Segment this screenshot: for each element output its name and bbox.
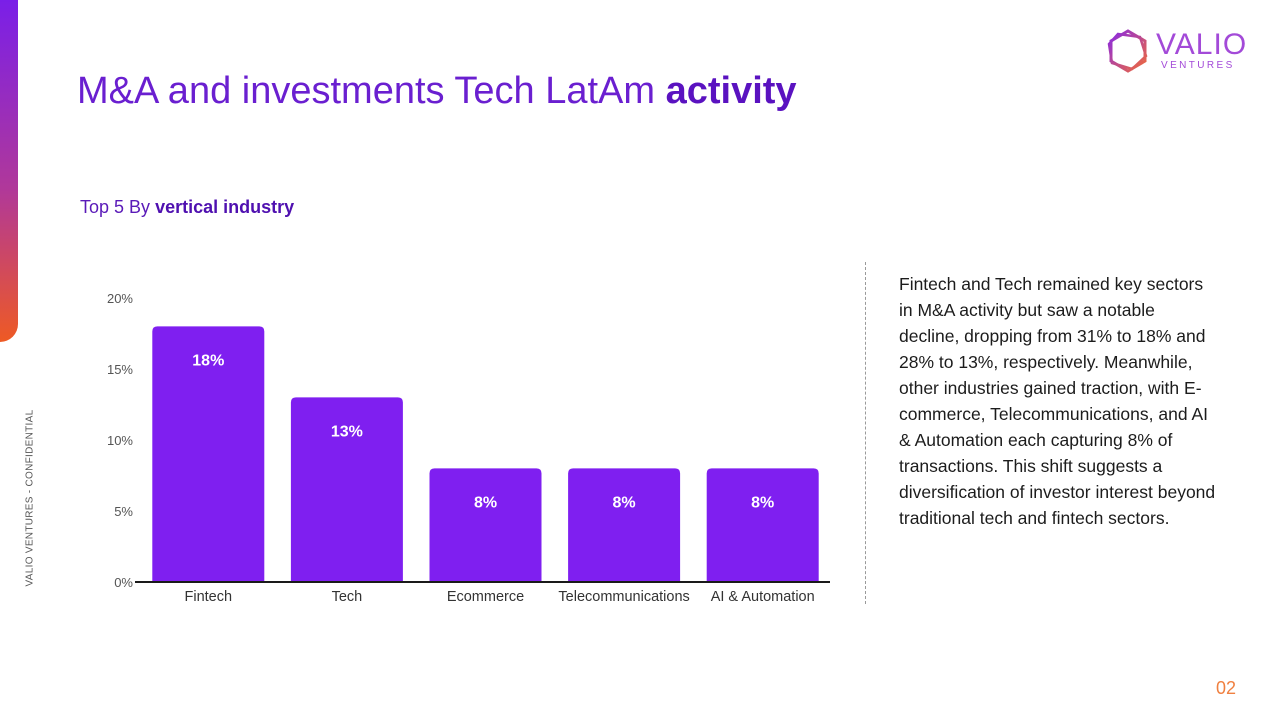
bar-data-label: 13% [331,423,363,440]
subtitle-bold: vertical industry [155,197,295,217]
bar-data-label: 18% [192,352,224,369]
subtitle-main: Top 5 By [80,197,151,217]
title-bold: activity [665,70,797,112]
bar-telecommunications [568,468,681,582]
x-category-label: Telecommunications [558,589,689,605]
bar-ecommerce [429,468,542,582]
confidential-label: VALIO VENTURES - CONFIDENTIAL [24,409,36,587]
x-category-label: Ecommerce [447,589,524,605]
bar-chart: 0% 5% 10% 15% 20% 18% Fintech 13% Tech 8% Ecommerc… [107,291,830,605]
bar-data-label: 8% [751,494,774,511]
bar-data-label: 8% [474,494,497,511]
bar-data-label: 8% [613,494,636,511]
page-title: M&A and investments Tech LatAm activity [77,70,797,113]
valio-logo: VALIO VENTURES [1104,28,1254,74]
y-tick-label: 15% [107,362,133,377]
y-tick-label: 0% [114,575,133,590]
bar-ai-automation [706,468,819,582]
logo-sub: VENTURES [1161,60,1235,71]
y-tick-label: 10% [107,433,133,448]
hexagon-logo-icon [1107,29,1148,73]
x-category-label: Fintech [185,589,233,605]
x-category-label: AI & Automation [711,589,815,605]
vertical-divider [865,262,866,604]
title-main: M&A and investments Tech LatAm [77,70,656,112]
page-number: 02 [1216,678,1237,698]
side-accent-bar [0,0,18,342]
chart-subtitle: Top 5 By vertical industry [80,197,294,218]
logo-word: VALIO [1156,28,1248,61]
bar-fintech [152,326,265,582]
description-text: Fintech and Tech remained key sectors in… [899,274,1216,528]
y-tick-label: 5% [114,504,133,519]
bar-tech [290,397,403,582]
x-category-label: Tech [332,589,363,605]
y-tick-label: 20% [107,291,133,306]
